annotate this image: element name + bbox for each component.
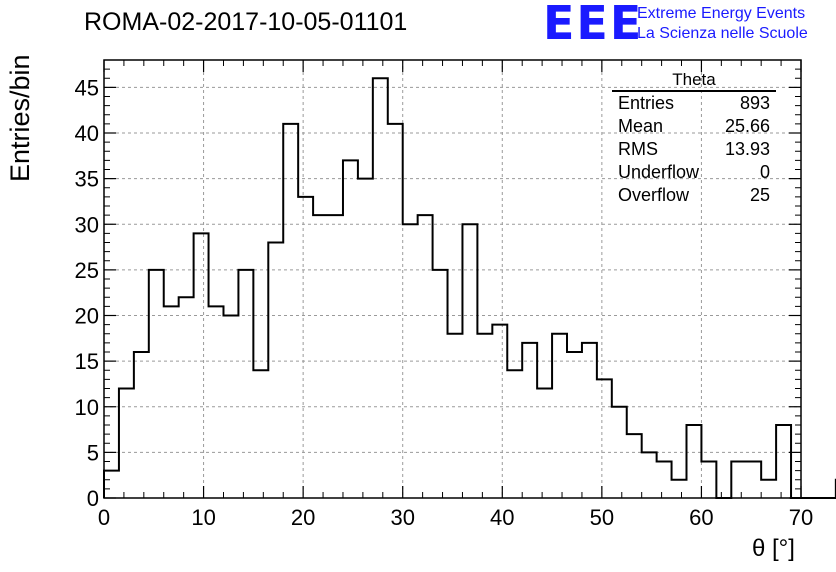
x-tick-label: 30 xyxy=(390,505,414,530)
x-tick-label: 50 xyxy=(590,505,614,530)
x-tick-label: 10 xyxy=(191,505,215,530)
stats-box-title: Theta xyxy=(672,70,716,89)
stats-label: RMS xyxy=(618,139,658,159)
stats-label: Mean xyxy=(618,116,664,136)
run-title: ROMA-02-2017-10-05-01101 xyxy=(84,8,408,36)
stats-value: 25.66 xyxy=(724,116,770,136)
logo-subtitle-1: Extreme Energy Events xyxy=(637,5,806,22)
y-tick-label: 25 xyxy=(75,258,99,283)
stats-label: Entries xyxy=(618,93,675,113)
y-tick-label: 35 xyxy=(75,167,99,192)
stats-value: 25 xyxy=(749,185,770,205)
stats-value: 0 xyxy=(759,162,770,182)
stats-label: Underflow xyxy=(618,162,700,182)
y-axis-label: Entries/bin xyxy=(5,54,35,182)
x-tick-label: 0 xyxy=(98,505,110,530)
x-tick-label: 40 xyxy=(490,505,514,530)
histogram-step-line xyxy=(103,77,836,499)
x-tick-label: 60 xyxy=(689,505,713,530)
grid-lines xyxy=(104,60,801,498)
y-tick-label: 5 xyxy=(87,440,99,465)
plot-frame xyxy=(103,59,802,499)
x-axis-label: θ [°] xyxy=(752,535,795,562)
y-tick-label: 10 xyxy=(75,395,99,420)
stats-box-divider xyxy=(612,90,776,92)
stats-label: Overflow xyxy=(618,185,690,205)
stats-value: 893 xyxy=(739,93,770,113)
y-tick-label: 45 xyxy=(75,75,99,100)
y-tick-label: 30 xyxy=(75,212,99,237)
y-tick-label: 0 xyxy=(87,486,99,511)
logo-subtitle-2: La Scienza nelle Scuole xyxy=(637,25,808,42)
eee-logo: EEE xyxy=(543,0,644,50)
x-tick-label: 20 xyxy=(291,505,315,530)
stats-value: 13.93 xyxy=(724,139,770,159)
tick-labels: 0 10 20 30 40 50 60 70 0 5 10 15 20 25 30 35 40 45 xyxy=(75,75,814,530)
y-tick-label: 40 xyxy=(75,121,99,146)
y-tick-label: 20 xyxy=(75,304,99,329)
y-tick-label: 15 xyxy=(75,349,99,374)
x-tick-label: 70 xyxy=(789,505,813,530)
